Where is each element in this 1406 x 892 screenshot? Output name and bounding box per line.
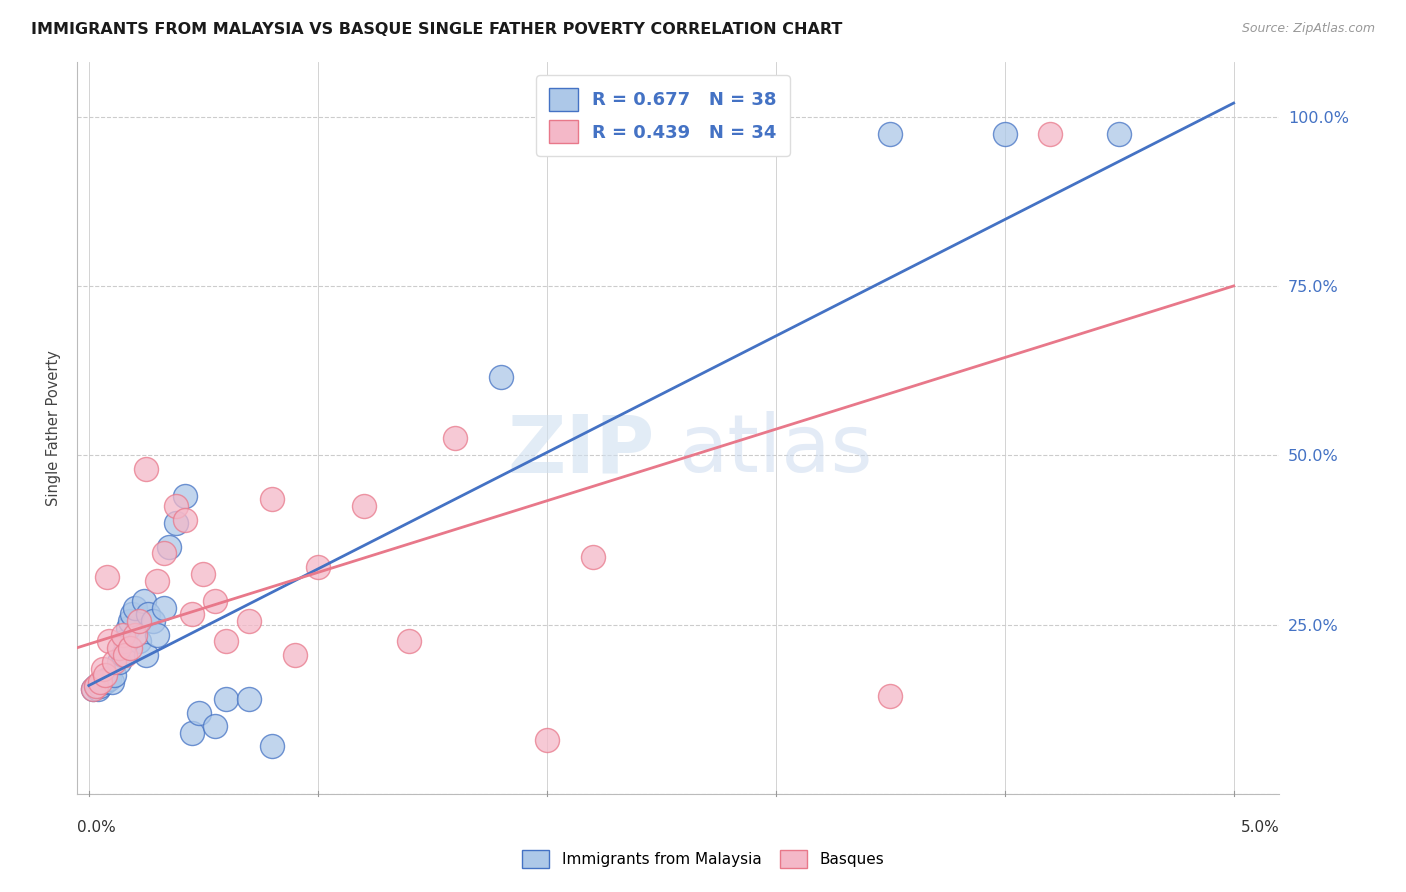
Point	[132, 594, 155, 608]
Point	[157, 540, 180, 554]
Point	[146, 628, 169, 642]
Point	[107, 641, 129, 656]
Y-axis label: Single Father Poverty: Single Father Poverty	[46, 351, 62, 506]
Point	[489, 370, 512, 384]
Point	[146, 574, 169, 588]
Text: Source: ZipAtlas.com: Source: ZipAtlas.com	[1241, 22, 1375, 36]
Point	[238, 614, 260, 628]
Point	[879, 689, 901, 703]
Point	[121, 607, 143, 622]
Point	[260, 739, 283, 754]
Point	[128, 614, 150, 628]
Point	[165, 499, 187, 513]
Point	[118, 641, 141, 656]
Point	[153, 546, 176, 560]
Point	[87, 681, 110, 696]
Point	[353, 499, 375, 513]
Point	[174, 489, 197, 503]
Point	[91, 675, 114, 690]
Point	[89, 675, 111, 690]
Point	[96, 570, 118, 584]
Point	[581, 549, 603, 564]
Legend: R = 0.677   N = 38, R = 0.439   N = 34: R = 0.677 N = 38, R = 0.439 N = 34	[537, 75, 790, 156]
Point	[879, 127, 901, 141]
Point	[128, 634, 150, 648]
Point	[136, 607, 159, 622]
Point	[1039, 127, 1062, 141]
Legend: Immigrants from Malaysia, Basques: Immigrants from Malaysia, Basques	[516, 844, 890, 873]
Point	[94, 668, 117, 682]
Point	[98, 634, 121, 648]
Point	[89, 679, 111, 693]
Point	[260, 492, 283, 507]
Point	[114, 634, 136, 648]
Point	[174, 512, 197, 526]
Point	[107, 655, 129, 669]
Point	[91, 662, 114, 676]
Point	[118, 614, 141, 628]
Point	[103, 655, 125, 669]
Point	[124, 600, 146, 615]
Point	[994, 127, 1017, 141]
Text: IMMIGRANTS FROM MALAYSIA VS BASQUE SINGLE FATHER POVERTY CORRELATION CHART: IMMIGRANTS FROM MALAYSIA VS BASQUE SINGL…	[31, 22, 842, 37]
Point	[84, 679, 107, 693]
Point	[193, 566, 215, 581]
Point	[187, 706, 209, 720]
Text: 5.0%: 5.0%	[1240, 821, 1279, 835]
Point	[96, 672, 118, 686]
Point	[238, 692, 260, 706]
Point	[215, 634, 238, 648]
Text: atlas: atlas	[679, 411, 873, 489]
Point	[180, 607, 202, 622]
Point	[398, 634, 420, 648]
Point	[84, 679, 107, 693]
Point	[112, 628, 135, 642]
Point	[204, 594, 226, 608]
Point	[165, 516, 187, 530]
Point	[581, 127, 603, 141]
Point	[135, 462, 157, 476]
Point	[444, 431, 467, 445]
Point	[82, 681, 104, 696]
Point	[112, 648, 135, 662]
Point	[135, 648, 157, 662]
Point	[180, 726, 202, 740]
Point	[215, 692, 238, 706]
Point	[536, 732, 558, 747]
Point	[204, 719, 226, 733]
Point	[153, 600, 176, 615]
Text: 0.0%: 0.0%	[77, 821, 117, 835]
Point	[142, 614, 165, 628]
Point	[124, 628, 146, 642]
Point	[117, 621, 139, 635]
Point	[94, 675, 117, 690]
Point	[82, 681, 104, 696]
Point	[284, 648, 307, 662]
Point	[103, 668, 125, 682]
Point	[1108, 127, 1130, 141]
Point	[307, 560, 329, 574]
Point	[114, 648, 136, 662]
Point	[98, 672, 121, 686]
Text: ZIP: ZIP	[508, 411, 654, 489]
Point	[100, 675, 122, 690]
